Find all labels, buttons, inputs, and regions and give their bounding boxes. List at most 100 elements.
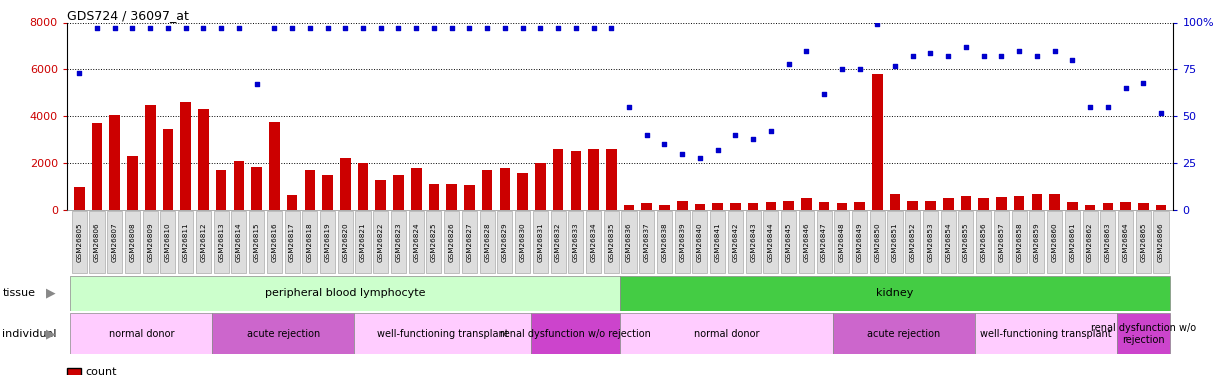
Point <box>389 25 409 31</box>
Bar <box>198 109 209 210</box>
Bar <box>376 180 385 210</box>
Text: GSM26859: GSM26859 <box>1034 222 1040 262</box>
Text: GSM26832: GSM26832 <box>554 222 561 262</box>
Bar <box>624 206 635 210</box>
Bar <box>145 105 156 210</box>
Text: GSM26822: GSM26822 <box>378 222 384 262</box>
Text: GSM26815: GSM26815 <box>254 222 260 262</box>
Text: GSM26823: GSM26823 <box>395 222 401 262</box>
FancyBboxPatch shape <box>692 211 708 273</box>
FancyBboxPatch shape <box>993 211 1009 273</box>
Point <box>371 25 390 31</box>
Bar <box>74 187 85 210</box>
Text: GSM26836: GSM26836 <box>626 222 632 262</box>
Text: GSM26828: GSM26828 <box>484 222 490 262</box>
FancyBboxPatch shape <box>479 211 495 273</box>
Point <box>1063 57 1082 63</box>
Text: GSM26831: GSM26831 <box>537 222 544 262</box>
Bar <box>730 203 741 210</box>
Text: normal donor: normal donor <box>108 329 174 339</box>
Text: GSM26829: GSM26829 <box>502 222 508 262</box>
Point <box>336 25 355 31</box>
Text: GSM26864: GSM26864 <box>1122 222 1128 262</box>
FancyBboxPatch shape <box>231 211 247 273</box>
Point <box>1028 53 1047 59</box>
Text: GSM26863: GSM26863 <box>1105 222 1111 262</box>
Point <box>584 25 603 31</box>
Bar <box>979 198 989 210</box>
FancyBboxPatch shape <box>675 211 689 273</box>
FancyBboxPatch shape <box>923 211 938 273</box>
Bar <box>818 202 829 210</box>
Text: GSM26820: GSM26820 <box>342 222 348 262</box>
Point <box>974 53 993 59</box>
Bar <box>996 197 1007 210</box>
Bar <box>694 204 705 210</box>
FancyBboxPatch shape <box>196 211 210 273</box>
Bar <box>304 170 315 210</box>
FancyBboxPatch shape <box>958 211 974 273</box>
Text: GSM26852: GSM26852 <box>910 222 916 262</box>
FancyBboxPatch shape <box>161 211 175 273</box>
Text: acute rejection: acute rejection <box>867 329 940 339</box>
Text: GSM26814: GSM26814 <box>236 222 242 262</box>
Text: GSM26835: GSM26835 <box>608 222 614 262</box>
Text: GSM26840: GSM26840 <box>697 222 703 262</box>
Text: GSM26810: GSM26810 <box>165 222 171 262</box>
Text: GSM26851: GSM26851 <box>893 222 899 262</box>
Text: GSM26805: GSM26805 <box>77 222 83 262</box>
Text: GSM26833: GSM26833 <box>573 222 579 262</box>
Text: GSM26821: GSM26821 <box>360 222 366 262</box>
Point <box>158 25 178 31</box>
Text: GSM26818: GSM26818 <box>306 222 313 262</box>
Text: GSM26857: GSM26857 <box>998 222 1004 262</box>
Point <box>354 25 373 31</box>
Text: GSM26849: GSM26849 <box>856 222 862 262</box>
Bar <box>1155 206 1166 210</box>
Bar <box>482 170 492 210</box>
Text: count: count <box>85 368 117 375</box>
FancyBboxPatch shape <box>657 211 672 273</box>
FancyBboxPatch shape <box>941 211 956 273</box>
FancyBboxPatch shape <box>817 211 832 273</box>
Text: GSM26807: GSM26807 <box>112 222 118 262</box>
FancyBboxPatch shape <box>620 313 833 354</box>
Bar <box>500 168 511 210</box>
Point <box>530 25 550 31</box>
Text: GSM26830: GSM26830 <box>519 222 525 262</box>
Point <box>513 25 533 31</box>
Point <box>1133 80 1153 86</box>
Point <box>247 81 266 87</box>
Text: ▶: ▶ <box>46 287 56 300</box>
Bar <box>233 161 244 210</box>
FancyBboxPatch shape <box>71 313 213 354</box>
FancyBboxPatch shape <box>373 211 388 273</box>
Text: well-functioning transplant: well-functioning transplant <box>980 329 1111 339</box>
Text: peripheral blood lymphocyte: peripheral blood lymphocyte <box>265 288 426 298</box>
FancyBboxPatch shape <box>869 211 885 273</box>
Point <box>956 44 975 50</box>
FancyBboxPatch shape <box>285 211 299 273</box>
Text: GSM26848: GSM26848 <box>839 222 845 262</box>
FancyBboxPatch shape <box>90 211 105 273</box>
Bar <box>801 198 811 210</box>
FancyBboxPatch shape <box>1012 211 1026 273</box>
Point <box>176 25 196 31</box>
Bar <box>677 201 687 210</box>
Point <box>815 91 834 97</box>
Bar <box>942 198 953 210</box>
Text: GSM26827: GSM26827 <box>467 222 473 262</box>
FancyBboxPatch shape <box>586 211 601 273</box>
Bar <box>1138 203 1149 210</box>
FancyBboxPatch shape <box>640 211 654 273</box>
FancyBboxPatch shape <box>462 211 477 273</box>
Point <box>726 132 745 138</box>
Point <box>850 66 869 72</box>
FancyBboxPatch shape <box>531 313 620 354</box>
Point <box>69 70 89 76</box>
FancyBboxPatch shape <box>533 211 548 273</box>
FancyBboxPatch shape <box>179 211 193 273</box>
Bar <box>766 202 776 210</box>
Point <box>193 25 213 31</box>
Text: GSM26816: GSM26816 <box>271 222 277 262</box>
